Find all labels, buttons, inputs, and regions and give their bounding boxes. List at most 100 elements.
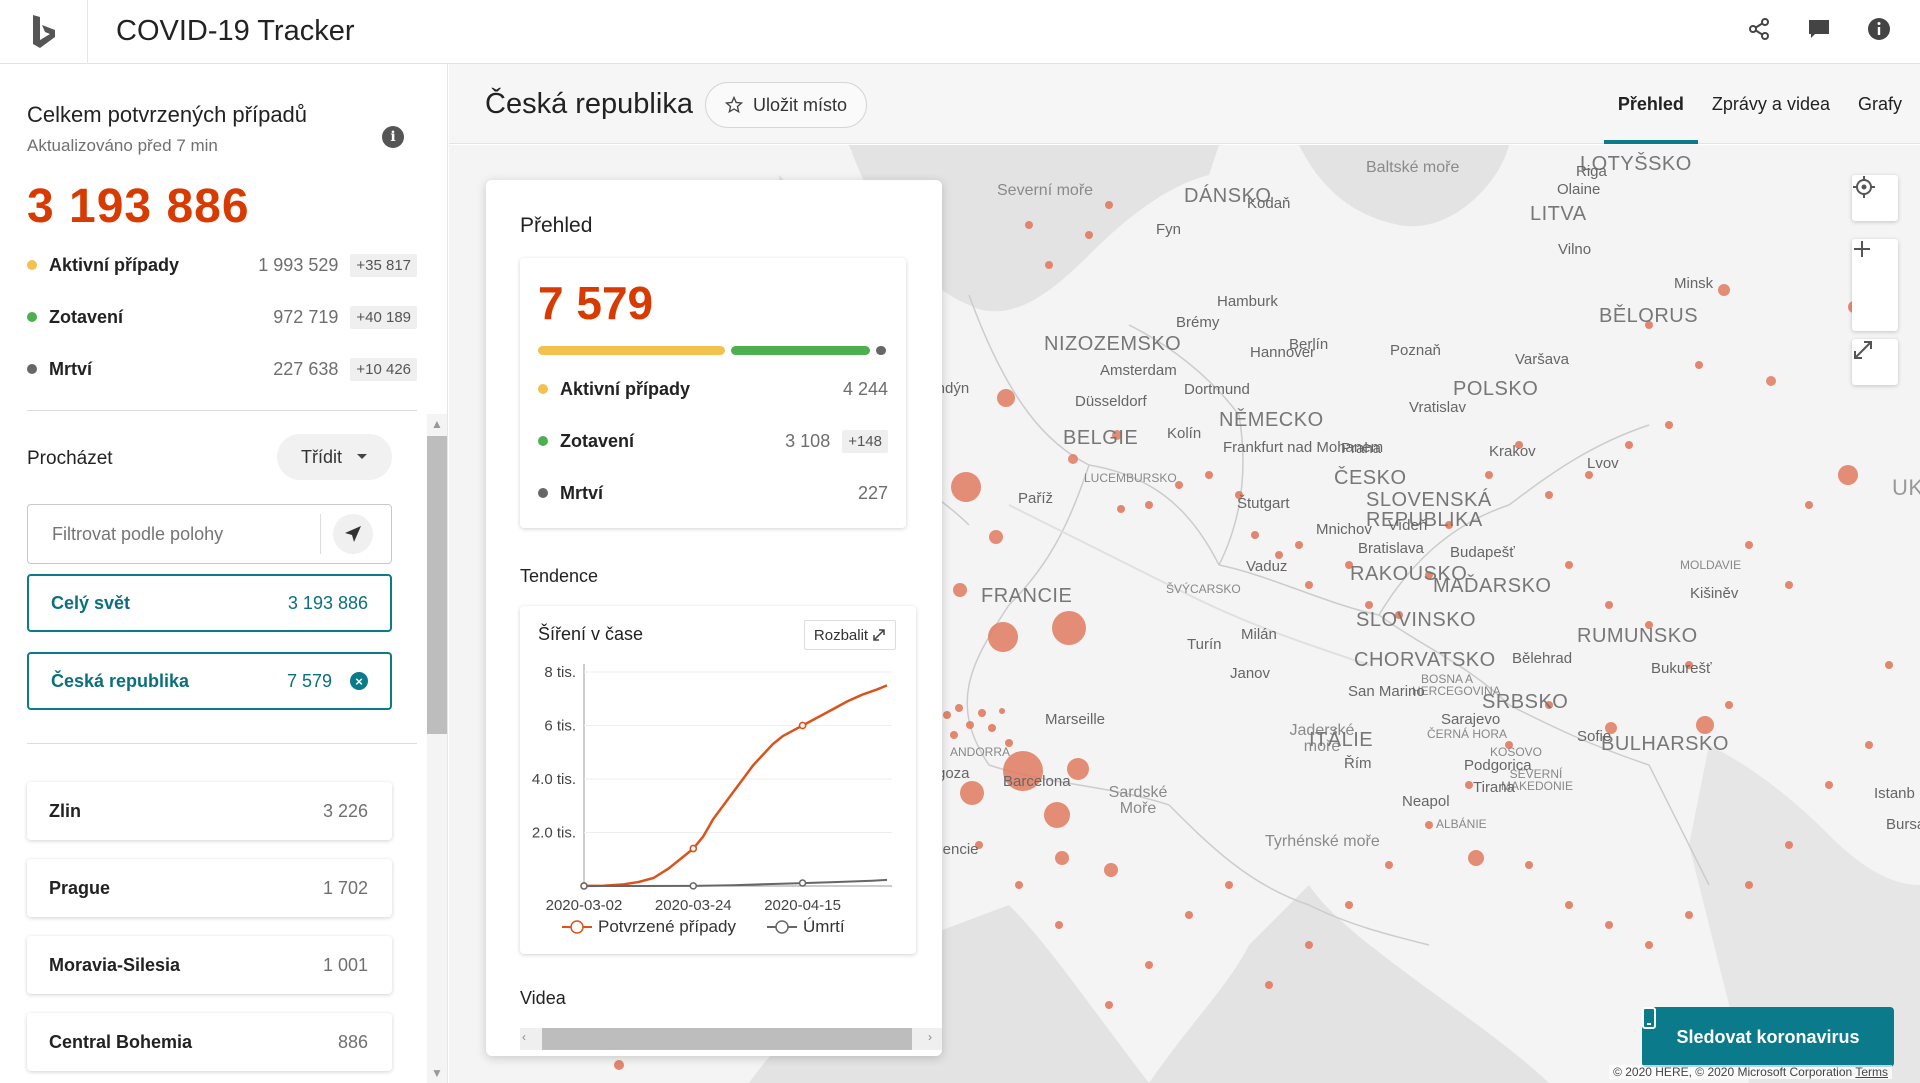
fullscreen-button[interactable]	[1852, 339, 1898, 385]
map-label: Bukurešť	[1651, 660, 1712, 677]
videos-scroll-thumb[interactable]	[542, 1028, 912, 1050]
minus-icon	[1854, 248, 1870, 250]
map-label: Hannover	[1250, 344, 1316, 361]
stat-value: 227	[857, 482, 888, 503]
crosshair-icon	[1853, 176, 1875, 198]
list-item[interactable]: Moravia-Silesia 1 001	[27, 936, 392, 994]
sort-label: Třídit	[300, 446, 342, 467]
map-label: Olaine	[1557, 181, 1601, 198]
updated-time: Aktualizováno před 7 min	[27, 136, 218, 155]
filter-separator	[320, 514, 321, 554]
map-label: POLSKO	[1453, 378, 1539, 400]
region-name: Zlin	[49, 800, 81, 821]
location-header: Česká republika Uložit místo Přehled Zpr…	[449, 64, 1920, 144]
panel-title: Přehled	[520, 214, 593, 237]
location-filter-input[interactable]	[52, 523, 312, 545]
locate-button[interactable]	[333, 514, 373, 554]
tab-label: Zprávy a videa	[1711, 93, 1830, 114]
stat-value: 1 993 529	[258, 254, 339, 275]
feedback-icon[interactable]	[1804, 14, 1834, 44]
region-value: 886	[337, 1031, 368, 1052]
tab-news-videos[interactable]: Zprávy a videa	[1698, 64, 1844, 144]
info-icon[interactable]	[1864, 14, 1894, 44]
bing-logo[interactable]	[0, 0, 88, 64]
scroll-left-icon[interactable]: ‹	[522, 1030, 526, 1044]
divider	[27, 410, 417, 411]
map-label: Minsk	[1674, 275, 1714, 292]
scroll-down-icon[interactable]: ▼	[431, 1066, 443, 1080]
list-item[interactable]: Prague 1 702	[27, 859, 392, 917]
caret-down-icon	[357, 454, 367, 459]
map-label: CHORVATSKO	[1354, 649, 1496, 671]
tab-label: Grafy	[1857, 93, 1902, 114]
selected-czech-republic[interactable]: Česká republika 7 579 ×	[27, 652, 392, 710]
map-label: BOSNA A HERCEGOVINA	[1412, 672, 1501, 698]
map-label: Řím	[1344, 755, 1372, 772]
panel-stat-deaths: Mrtví 227	[538, 478, 888, 508]
region-value: 1 702	[322, 877, 368, 898]
region-value: 1 001	[322, 954, 368, 975]
stat-active: Aktivní případy 1 993 529 +35 817	[27, 250, 417, 280]
stat-label: Aktivní případy	[560, 378, 691, 399]
navigation-arrow-icon	[345, 526, 361, 542]
tab-bar: Přehled Zprávy a videa Grafy	[1603, 64, 1920, 144]
map-label: ITÁLIE	[1309, 729, 1374, 751]
stat-label: Zotavení	[560, 430, 635, 451]
map-label: Vilno	[1558, 241, 1592, 258]
map-label: BELGIE	[1063, 427, 1139, 449]
list-item[interactable]: Zlin 3 226	[27, 782, 392, 840]
expand-label: Rozbalit	[813, 626, 869, 644]
total-info-icon[interactable]: i	[382, 126, 404, 148]
map-label: ČERNÁ HORA	[1427, 727, 1508, 741]
map-label: ČESKO	[1334, 467, 1407, 489]
country-cases-value: 7 579	[538, 277, 654, 329]
legend-label: Úmrtí	[803, 917, 845, 936]
map-label: Kišiněv	[1690, 585, 1739, 602]
map-label: SLOVINSKO	[1356, 609, 1477, 631]
locate-me-button[interactable]	[1852, 175, 1898, 221]
stat-delta: +35 817	[350, 253, 417, 277]
divider	[27, 743, 417, 744]
tab-overview[interactable]: Přehled	[1603, 64, 1698, 144]
list-item[interactable]: Central Bohemia 886	[27, 1013, 392, 1071]
videos-title: Videa	[520, 988, 566, 1008]
map-label: Dortmund	[1184, 381, 1250, 398]
overview-panel: Přehled 7 579 Aktivní případy 4 244 Zota…	[486, 180, 942, 1056]
browse-label: Procházet	[27, 448, 113, 469]
y-tick-label: 2.0 tis.	[532, 825, 576, 842]
map-label: FRANCIE	[981, 585, 1073, 607]
save-location-label: Uložit místo	[752, 94, 848, 115]
deaths-progress-bar	[876, 346, 886, 355]
map-label: SLOVENSKÁ REPUBLIKA	[1366, 489, 1492, 531]
map-label: ilencie	[936, 841, 979, 858]
save-location-button[interactable]: Uložit místo	[705, 82, 867, 128]
scroll-up-icon[interactable]: ▲	[431, 417, 443, 431]
map-label: Poznaň	[1390, 342, 1441, 359]
scroll-right-icon[interactable]: ›	[928, 1030, 932, 1044]
map-label: Vídeň	[1388, 517, 1428, 534]
chart-expand-button[interactable]: Rozbalit	[804, 620, 896, 650]
map-label: Düsseldorf	[1075, 393, 1147, 410]
active-dot	[538, 384, 548, 394]
panel-stat-active: Aktivní případy 4 244	[538, 374, 888, 404]
share-icon[interactable]	[1744, 14, 1774, 44]
zoom-controls	[1852, 239, 1898, 331]
legend-label: Potvrzené případy	[598, 917, 736, 936]
map-label: SEVERNÍ MAKEDONIE	[1501, 767, 1574, 793]
recovered-dot	[27, 312, 37, 322]
follow-coronavirus-button[interactable]: Sledovat koronavirus	[1642, 1007, 1894, 1067]
selected-world[interactable]: Celý svět 3 193 886	[27, 574, 392, 632]
sidebar-scroll-thumb[interactable]	[427, 436, 447, 734]
sort-button[interactable]: Třídit	[277, 434, 392, 480]
map-label: Milán	[1241, 626, 1277, 643]
app-title: COVID-19 Tracker	[116, 15, 355, 47]
series-line	[583, 684, 888, 888]
map-label: DÁNSKO	[1184, 185, 1272, 207]
map-label: Hamburk	[1217, 293, 1278, 310]
terms-link[interactable]: Terms	[1855, 1065, 1888, 1079]
remove-selection-icon[interactable]: ×	[350, 672, 368, 690]
stat-label: Mrtví	[49, 358, 93, 379]
map-label: Sardské Moře	[1108, 784, 1168, 817]
tab-charts[interactable]: Grafy	[1844, 64, 1920, 144]
map-attribution: © 2020 HERE, © 2020 Microsoft Corporatio…	[1609, 1065, 1892, 1079]
